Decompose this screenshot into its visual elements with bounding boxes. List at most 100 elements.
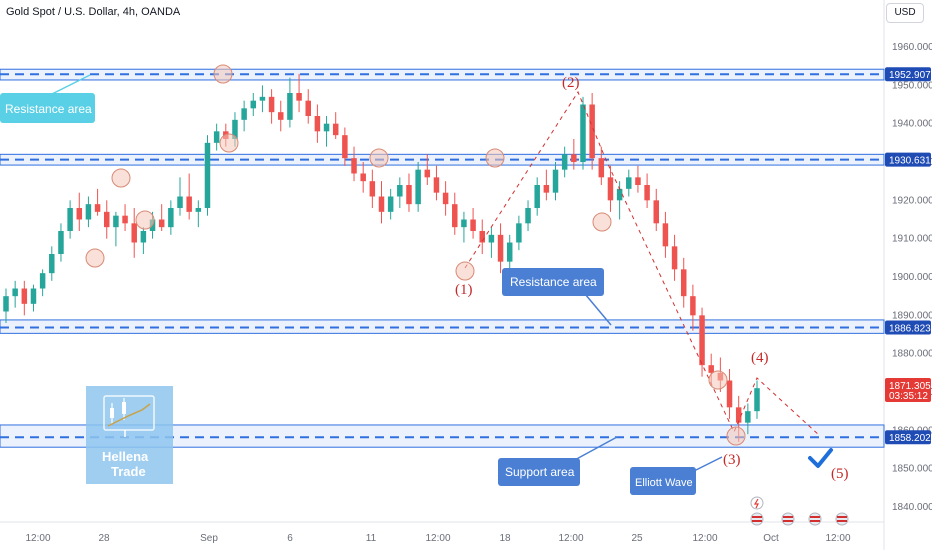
pivot-marker [219, 133, 239, 153]
price-badges: 1952.907 1930.631 1886.823 1858.202 1871.305… [885, 67, 931, 445]
candle-body [49, 254, 55, 274]
callout-resistance-mid[interactable]: Resistance area [502, 268, 612, 326]
pivot-marker [485, 148, 505, 168]
candle-body [690, 296, 696, 316]
candle-body [250, 100, 257, 109]
price-tick-label: 1850.000 [892, 464, 932, 475]
pivot-marker [708, 370, 728, 390]
time-tick-label: 18 [499, 533, 511, 544]
candle-body [30, 288, 37, 304]
pivot-marker [111, 168, 131, 188]
event-markers[interactable] [750, 496, 849, 526]
candle-body [351, 158, 357, 174]
symbol-title[interactable]: Gold Spot / U.S. Dollar, 4h, OANDA [6, 6, 181, 18]
candle-body [21, 288, 28, 304]
candle-body [653, 200, 660, 224]
candle-body [12, 288, 18, 297]
candle-body [552, 169, 559, 193]
candlestick-series [3, 73, 760, 442]
candle-body [122, 215, 128, 224]
candle-body [461, 219, 467, 228]
price-tick-label: 1840.000 [892, 502, 932, 513]
price-tick-label: 1910.000 [892, 234, 932, 245]
candle-body [506, 242, 513, 262]
pivot-marker [369, 148, 389, 168]
level-price-text: 1886.823 [889, 324, 931, 335]
wave-label-4: (4) [751, 350, 769, 366]
candle-body [131, 223, 137, 243]
time-tick-label: 28 [98, 533, 110, 544]
candle-body [397, 185, 403, 197]
candle-body [204, 142, 211, 208]
price-tick-label: 1880.000 [892, 349, 932, 360]
time-tick-label: 6 [287, 533, 293, 544]
logo-text-line1: Hellena [102, 449, 149, 464]
candle-body [406, 185, 412, 205]
callout-support[interactable]: Support area [498, 436, 618, 486]
callout-text: Resistance area [510, 275, 597, 289]
pivot-marker [85, 248, 105, 268]
candle-body [113, 215, 119, 228]
candle-body [58, 231, 64, 254]
candle-body [232, 119, 238, 139]
candle-body [708, 365, 714, 373]
candle-body [662, 223, 669, 247]
level-price-badge [885, 320, 931, 335]
time-tick-label: Oct [763, 533, 779, 544]
candle-body [598, 158, 605, 178]
candle-body [332, 123, 339, 136]
candle-body [745, 411, 751, 423]
us-flag-icon [835, 512, 849, 526]
candle-countdown-text: 03:35:12 [889, 391, 928, 402]
candle-body [534, 185, 540, 208]
callout-elliott-wave[interactable]: Elliott Wave [630, 456, 723, 495]
candle-body [580, 104, 586, 162]
wave-label-1: (1) [455, 282, 473, 298]
time-tick-label: 12:00 [692, 533, 717, 544]
candle-body [442, 192, 449, 205]
wave-label-2: (2) [562, 75, 580, 91]
candle-body [360, 173, 366, 182]
candle-body [470, 219, 476, 231]
wave-label-3: (3) [723, 452, 741, 468]
candle-body [378, 196, 385, 212]
candle-body [85, 204, 92, 220]
level-price-text: 1930.631 [889, 156, 931, 167]
candle-body [543, 185, 550, 193]
candle-body [525, 208, 531, 224]
candle-body [635, 177, 641, 185]
candle-body [516, 223, 522, 243]
us-flag-icon [808, 512, 822, 526]
candle-body [140, 231, 147, 243]
candle-body [571, 154, 577, 162]
candle-body [497, 234, 504, 262]
pivot-marker [726, 426, 746, 446]
elliott-wave-path [464, 90, 821, 437]
pivot-markers [85, 64, 746, 446]
candle-body [103, 211, 110, 228]
candle-body [452, 204, 458, 228]
price-tick-label: 1960.000 [892, 42, 932, 53]
candle-body [616, 188, 623, 201]
candle-body [726, 380, 733, 408]
currency-button[interactable]: USD [886, 3, 924, 23]
candle-body [195, 208, 202, 212]
current-price-badge [885, 377, 931, 402]
candle-body [680, 269, 687, 297]
callout-text: Elliott Wave [635, 477, 693, 489]
current-price-text: 1871.305 [889, 381, 931, 392]
candle-body [314, 116, 321, 132]
candle-body [644, 185, 650, 201]
candle-body [424, 169, 431, 178]
callout-text: Support area [505, 465, 575, 479]
pivot-marker [135, 210, 155, 230]
candle-body [259, 96, 266, 101]
pivot-marker [592, 212, 612, 232]
time-axis[interactable]: 12:00 28 Sep 6 11 12:00 18 12:00 25 12:00 Oct 12:00 [25, 533, 850, 544]
callout-resistance-top[interactable]: Resistance area [0, 74, 95, 123]
candle-body [415, 169, 421, 205]
candle-body [287, 93, 293, 120]
candle-body [296, 93, 302, 101]
candle-body [607, 177, 614, 201]
